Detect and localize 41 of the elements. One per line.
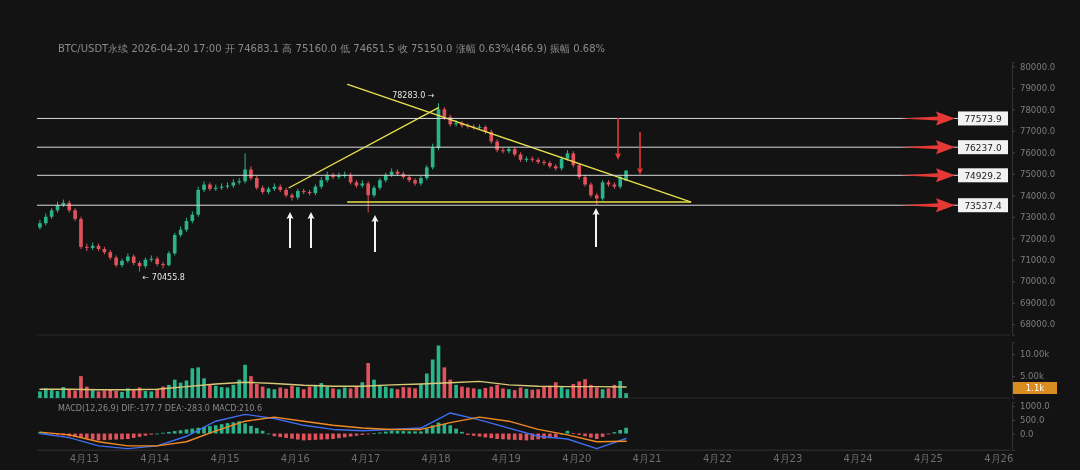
- x-tick-label: 4月20: [562, 453, 592, 464]
- ref-line-label: 77573.9: [964, 113, 1002, 124]
- x-tick-label: 4月21: [632, 453, 662, 464]
- y-tick-label: 74000.0: [1020, 190, 1056, 201]
- y-tick-label: 73000.0: [1020, 211, 1056, 222]
- ref-line-label: 74929.2: [964, 170, 1002, 181]
- y-tick-label: 75000.0: [1020, 169, 1056, 179]
- x-tick-label: 4月25: [913, 453, 943, 464]
- ref-line-label: 73537.4: [964, 200, 1002, 211]
- x-tick-label: 4月22: [702, 453, 732, 464]
- x-tick-label: 4月14: [140, 453, 170, 464]
- y-tick-label: 1000.0: [1020, 401, 1050, 412]
- x-tick-label: 4月16: [280, 453, 310, 464]
- y-tick-label: 5.00k: [1020, 371, 1044, 382]
- chart-title: BTC/USDT永续 2026-04-20 17:00 开 74683.1 高 75160.0 低 74651.5 收 75150.0 涨幅 0.63%(466.9) 振幅 0.68%: [58, 43, 606, 54]
- y-tick-label: 70000.0: [1020, 276, 1056, 287]
- y-tick-label: 72000.0: [1020, 233, 1056, 244]
- y-tick-label: 77000.0: [1020, 126, 1056, 137]
- ref-line-label: 76237.0: [964, 142, 1002, 153]
- y-tick-label: 68000.0: [1020, 319, 1056, 330]
- x-tick-label: 4月19: [491, 453, 521, 464]
- y-tick-label: 0.0: [1020, 428, 1034, 439]
- x-tick-label: 4月13: [69, 453, 99, 464]
- y-tick-label: 69000.0: [1020, 297, 1056, 308]
- y-tick-label: 10.00k: [1020, 349, 1050, 360]
- x-tick-label: 4月15: [210, 453, 240, 464]
- x-tick-label: 4月23: [773, 453, 803, 464]
- annotation: ← 70455.8: [142, 273, 185, 283]
- y-tick-label: 76000.0: [1020, 147, 1056, 158]
- x-tick-label: 4月17: [351, 453, 381, 464]
- y-tick-label: 71000.0: [1020, 254, 1056, 265]
- x-tick-label: 4月26: [984, 453, 1014, 464]
- text: 1.1k: [1025, 383, 1045, 393]
- x-tick-label: 4月24: [843, 453, 873, 464]
- y-tick-label: 500.0: [1020, 415, 1045, 426]
- x-tick-label: 4月18: [421, 453, 451, 464]
- chart-title: MACD(12,26,9) DIF:-177.7 DEA:-283.0 MACD:210.6: [58, 404, 262, 413]
- y-tick-label: 80000.0: [1020, 61, 1056, 72]
- y-tick-label: 79000.0: [1020, 83, 1056, 94]
- y-tick-label: 78000.0: [1020, 104, 1056, 115]
- annotation: 78283.0 →: [392, 91, 435, 101]
